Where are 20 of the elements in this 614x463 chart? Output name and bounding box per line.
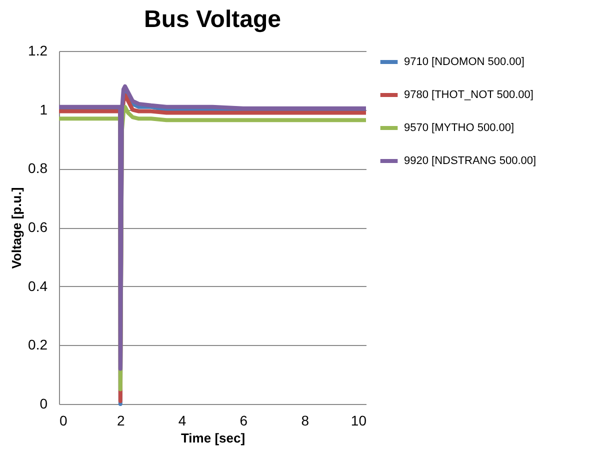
x-tick-label: 10 xyxy=(350,412,367,428)
y-tick-label: 0.6 xyxy=(28,219,48,235)
y-axis-title: Voltage [p.u.] xyxy=(9,187,24,269)
x-tick-label: 2 xyxy=(117,412,125,428)
y-tick-label: 1.2 xyxy=(28,42,48,58)
legend-label: 9570 [MYTHO 500.00] xyxy=(404,122,514,134)
legend-label: 9920 [NDSTRANG 500.00] xyxy=(404,155,536,167)
legend-label: 9710 [NDOMON 500.00] xyxy=(404,56,524,68)
legend-label: 9780 [THOT_NOT 500.00] xyxy=(404,89,534,101)
y-tick-label: 0.2 xyxy=(28,336,48,353)
y-tick-label: 1 xyxy=(40,101,48,118)
x-tick-label: 6 xyxy=(240,412,248,428)
x-tick-label: 0 xyxy=(60,412,68,428)
x-tick-label: 8 xyxy=(301,412,310,428)
x-axis-title: Time [sec] xyxy=(180,430,246,446)
y-tick-label: 0 xyxy=(40,396,48,412)
y-tick-label: 0.8 xyxy=(28,160,48,176)
x-tick-label: 4 xyxy=(178,412,186,428)
y-tick-label: 0.4 xyxy=(28,278,48,294)
chart-title: Bus Voltage xyxy=(144,6,281,33)
